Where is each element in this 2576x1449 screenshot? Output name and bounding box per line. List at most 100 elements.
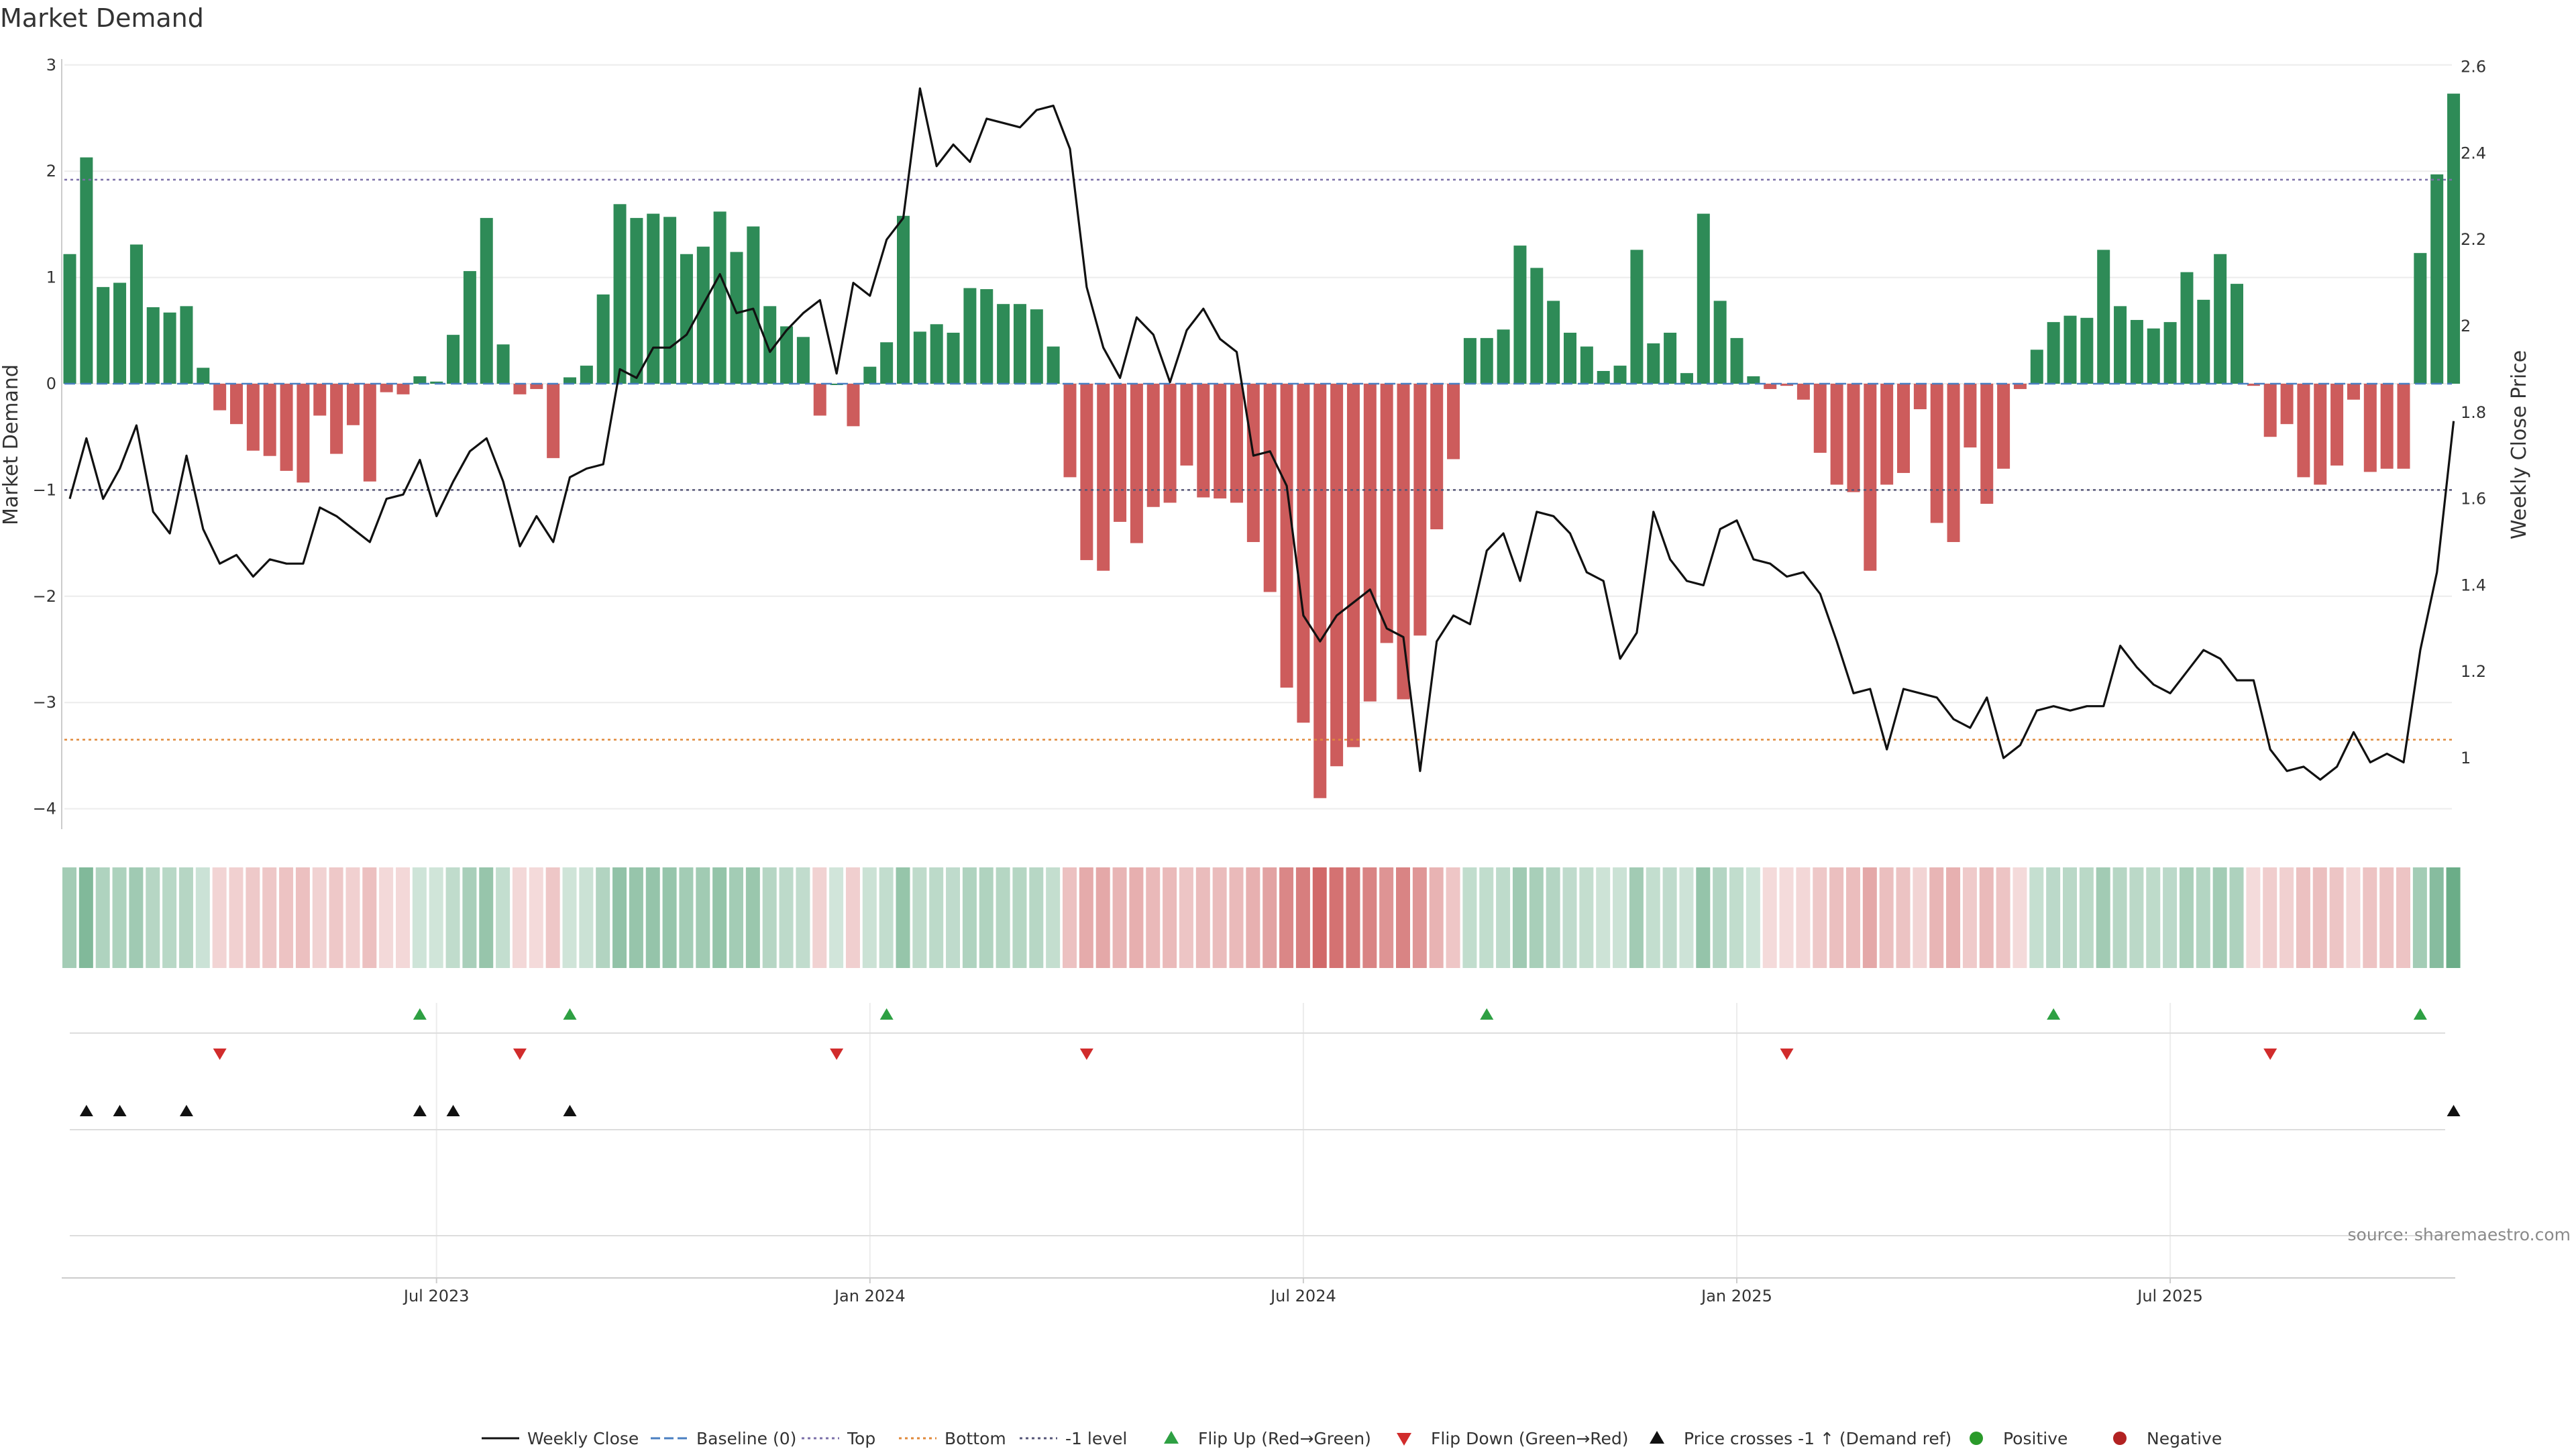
demand-bar: [730, 252, 743, 384]
heatstrip-cell: [2346, 867, 2361, 968]
x-tick-label: Jan 2025: [1700, 1287, 1772, 1305]
demand-bar: [947, 332, 960, 384]
heatstrip-cell: [2412, 867, 2427, 968]
demand-bar: [763, 306, 777, 384]
heatstrip-cell: [2063, 867, 2077, 968]
heatstrip-cell: [162, 867, 177, 968]
demand-bar: [2231, 284, 2243, 384]
heatstrip-cell: [1229, 867, 1244, 968]
demand-bar: [2047, 322, 2060, 384]
demand-bar: [1930, 384, 1943, 523]
heatstrip-cell: [545, 867, 560, 968]
demand-bar: [1780, 384, 1794, 386]
heatstrip-cell: [1746, 867, 1760, 968]
heatstrip-cell: [1129, 867, 1144, 968]
demand-bar: [2063, 315, 2077, 384]
heatstrip-cell: [1546, 867, 1560, 968]
price-cross-marker: [79, 1105, 93, 1116]
heatstrip-cell: [645, 867, 660, 968]
heatstrip-cell: [1696, 867, 1711, 968]
demand-bar: [1597, 370, 1610, 384]
demand-bar: [97, 286, 110, 384]
demand-bar: [880, 342, 894, 384]
y-right-tick-label: 2.4: [2461, 144, 2486, 162]
demand-bar: [463, 271, 476, 384]
heatstrip-cell: [1429, 867, 1444, 968]
demand-bar: [980, 289, 994, 384]
legend-swatch: [1397, 1433, 1411, 1446]
heatstrip-cell: [1012, 867, 1027, 968]
heatstrip-cell: [946, 867, 961, 968]
demand-bar: [1230, 384, 1243, 503]
demand-bar: [1397, 384, 1410, 700]
heatstrip-cell: [1063, 867, 1077, 968]
x-tick-label: Jul 2025: [2136, 1287, 2203, 1305]
demand-bar: [1547, 301, 1560, 384]
heatstrip-cell: [496, 867, 511, 968]
legend-swatch: [2113, 1432, 2127, 1445]
demand-bar: [1713, 301, 1727, 384]
heatstrip-cell: [1512, 867, 1527, 968]
heatstrip-cell: [1662, 867, 1677, 968]
demand-bar: [1847, 384, 1860, 492]
heatstrip-cell: [1462, 867, 1477, 968]
demand-bar: [413, 376, 427, 384]
heatstrip-cell: [2446, 867, 2461, 968]
heatstrip-cell: [1946, 867, 1961, 968]
demand-bar: [1997, 384, 2010, 469]
heatstrip-cell: [2429, 867, 2444, 968]
heatstrip-cell: [129, 867, 144, 968]
flip-up-marker: [2413, 1008, 2427, 1020]
heatstrip-cell: [1862, 867, 1877, 968]
demand-bar: [1430, 384, 1444, 530]
heatstrip-cell: [1896, 867, 1911, 968]
legend-label: Top: [847, 1429, 875, 1448]
heatstrip-cell: [1962, 867, 1977, 968]
demand-bar: [663, 217, 677, 384]
heatstrip-cell: [1596, 867, 1611, 968]
demand-bar: [780, 326, 794, 384]
heatstrip-cell: [2229, 867, 2244, 968]
price-cross-marker: [113, 1105, 127, 1116]
demand-bar: [1913, 384, 1927, 410]
heatstrip-cell: [1579, 867, 1594, 968]
heatstrip-cell: [996, 867, 1010, 968]
heatstrip-cell: [762, 867, 777, 968]
heatstrip-cell: [1562, 867, 1577, 968]
demand-bar: [747, 226, 760, 384]
flip-up-marker: [879, 1008, 894, 1020]
legend-label: Positive: [2003, 1429, 2068, 1448]
price-cross-marker: [563, 1105, 577, 1116]
flip-down-marker: [830, 1049, 844, 1060]
demand-bar: [1046, 346, 1060, 384]
heatstrip-cell: [1979, 867, 1994, 968]
heatstrip-cell: [2046, 867, 2061, 968]
demand-bar: [1297, 384, 1310, 723]
heatstrip-cell: [429, 867, 443, 968]
heatstrip-cell: [1879, 867, 1894, 968]
demand-bar: [897, 215, 910, 384]
main-panel: [63, 87, 2461, 798]
legend-label: Baseline (0): [696, 1429, 796, 1448]
heatstrip-cell: [1312, 867, 1327, 968]
heatstrip-cell: [1713, 867, 1727, 968]
heatstrip-cell: [2163, 867, 2178, 968]
heatstrip-cell: [1496, 867, 1511, 968]
demand-heatstrip: [62, 867, 2461, 968]
demand-bar: [80, 157, 93, 384]
demand-bar: [513, 384, 527, 394]
heatstrip-cell: [262, 867, 277, 968]
heatstrip-cell: [745, 867, 760, 968]
heatstrip-cell: [146, 867, 160, 968]
demand-bar: [1313, 384, 1327, 798]
demand-bar: [197, 368, 210, 384]
demand-bar: [530, 384, 543, 389]
demand-bar: [2130, 319, 2143, 384]
heatstrip-cell: [2146, 867, 2161, 968]
demand-bar: [1246, 384, 1260, 543]
heatstrip-cell: [1329, 867, 1344, 968]
heatstrip-cell: [1613, 867, 1627, 968]
demand-bar: [430, 381, 443, 384]
heatstrip-cell: [912, 867, 927, 968]
